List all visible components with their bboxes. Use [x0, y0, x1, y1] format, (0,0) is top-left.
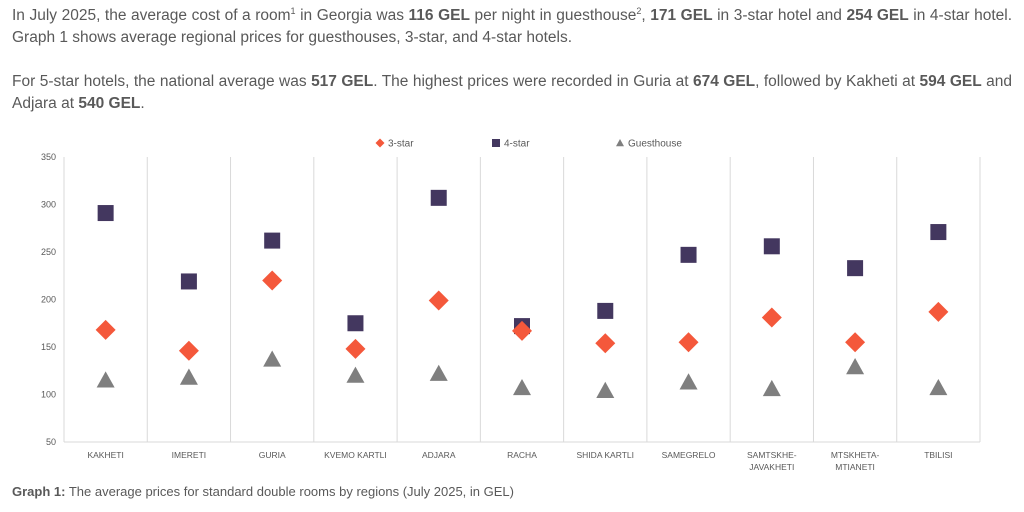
footnote-ref-2: 2 — [636, 5, 642, 16]
x-tick-label: ADJARA — [422, 450, 456, 460]
chart-legend: 3-star 4-star Guesthouse — [375, 138, 682, 150]
five-star-national-price: 517 GEL — [311, 73, 374, 90]
para2-text-3: , followed by Kakheti at — [755, 73, 920, 90]
legend-label-3-star: 3-star — [388, 139, 414, 150]
x-axis: KAKHETI IMERETI GURIA KVEMO KARTLI ADJARA RAC… — [87, 450, 952, 472]
point-3-star — [928, 301, 949, 322]
legend-marker-4-star — [492, 139, 500, 147]
guria-five-star-price: 674 GEL — [692, 73, 756, 90]
point-3-star — [761, 307, 782, 328]
point-3-star — [345, 338, 366, 359]
point-guesthouse — [179, 368, 198, 385]
point-guesthouse — [263, 350, 282, 367]
x-tick-label: SAMEGRELO — [662, 450, 716, 460]
point-guesthouse — [596, 381, 615, 398]
guesthouse-price: 116 GEL — [408, 7, 470, 24]
intro-paragraph: In July 2025, the average cost of a room… — [12, 5, 1012, 49]
y-tick-label: 200 — [41, 295, 56, 305]
point-3-star — [262, 270, 283, 291]
price-scatter-chart: 3-star 4-star Guesthouse 50 100 150 200 250 300… — [41, 138, 981, 472]
point-3-star — [678, 332, 699, 353]
y-tick-label: 150 — [41, 342, 56, 352]
x-tick-label: MTIANETI — [835, 462, 875, 472]
para1-text-5: in 3-star hotel and — [712, 7, 847, 24]
caption-text: The average prices for standard double r… — [65, 484, 514, 499]
para1-text-2: in Georgia was — [295, 7, 409, 24]
point-guesthouse — [429, 364, 448, 381]
para2-text-2: . The highest prices were recorded in Gu… — [373, 73, 693, 90]
para2-text-5: . — [140, 95, 145, 112]
legend-label-4-star: 4-star — [504, 139, 530, 150]
three-star-price: 171 GEL — [650, 7, 713, 24]
para1-text-3: per night in guesthouse — [469, 7, 637, 24]
point-4-star — [180, 273, 197, 290]
legend-marker-guesthouse — [616, 139, 624, 147]
x-tick-label: JAVAKHETI — [749, 462, 794, 472]
point-3-star — [845, 332, 866, 353]
point-4-star — [430, 189, 447, 206]
five-star-paragraph: For 5-star hotels, the national average … — [12, 71, 1012, 115]
chart-marks — [95, 189, 949, 398]
para1-text-6: in 4-star hotel. Graph 1 shows average r… — [12, 7, 1013, 46]
point-4-star — [930, 224, 947, 241]
point-3-star — [178, 340, 199, 361]
adjara-five-star-price: 540 GEL — [78, 95, 141, 112]
caption-label: Graph 1: — [12, 484, 66, 499]
point-guesthouse — [346, 366, 365, 383]
y-tick-label: 50 — [46, 437, 56, 447]
legend-marker-3-star — [375, 138, 385, 148]
point-guesthouse — [513, 378, 531, 396]
y-tick-label: 250 — [41, 247, 56, 257]
y-axis: 50 100 150 200 250 300 350 — [41, 152, 56, 447]
point-4-star — [680, 246, 697, 263]
point-4-star — [847, 260, 864, 277]
point-guesthouse — [96, 371, 115, 388]
graph-caption: Graph 1: The average prices for standard… — [12, 484, 514, 499]
x-tick-label: SAMTSKHE- — [747, 450, 797, 460]
x-tick-label: TBILISI — [924, 450, 952, 460]
point-3-star — [428, 290, 449, 311]
legend-label-guesthouse: Guesthouse — [628, 139, 682, 150]
point-guesthouse — [762, 379, 781, 397]
x-tick-label: IMERETI — [172, 450, 206, 460]
point-guesthouse — [679, 373, 698, 390]
para1-text-1: In July 2025, the average cost of a room — [12, 7, 291, 24]
para2-text-1: For 5-star hotels, the national average … — [12, 73, 312, 90]
point-4-star — [597, 302, 614, 319]
x-tick-label: KVEMO KARTLI — [324, 450, 387, 460]
chart-grid — [63, 157, 981, 443]
point-4-star — [97, 205, 114, 222]
kakheti-five-star-price: 594 GEL — [919, 73, 982, 90]
x-tick-label: KAKHETI — [87, 450, 123, 460]
point-3-star — [595, 333, 616, 354]
point-3-star — [95, 319, 116, 340]
x-tick-label: RACHA — [507, 450, 537, 460]
y-tick-label: 300 — [41, 200, 56, 210]
point-4-star — [763, 238, 780, 255]
x-tick-label: GURIA — [259, 450, 286, 460]
point-4-star — [347, 315, 364, 332]
point-guesthouse — [929, 378, 948, 396]
point-4-star — [264, 232, 281, 249]
para1-text-4: , — [641, 7, 651, 24]
footnote-ref-1: 1 — [290, 5, 296, 16]
y-tick-label: 100 — [41, 390, 56, 400]
four-star-price: 254 GEL — [846, 7, 909, 24]
point-3-star — [512, 320, 532, 341]
x-tick-label: SHIDA KARTLI — [577, 450, 634, 460]
y-tick-label: 350 — [41, 152, 56, 162]
para2-text-4: and Adjara at — [12, 73, 1012, 112]
point-guesthouse — [846, 358, 865, 375]
x-tick-label: MTSKHETA- — [831, 450, 880, 460]
